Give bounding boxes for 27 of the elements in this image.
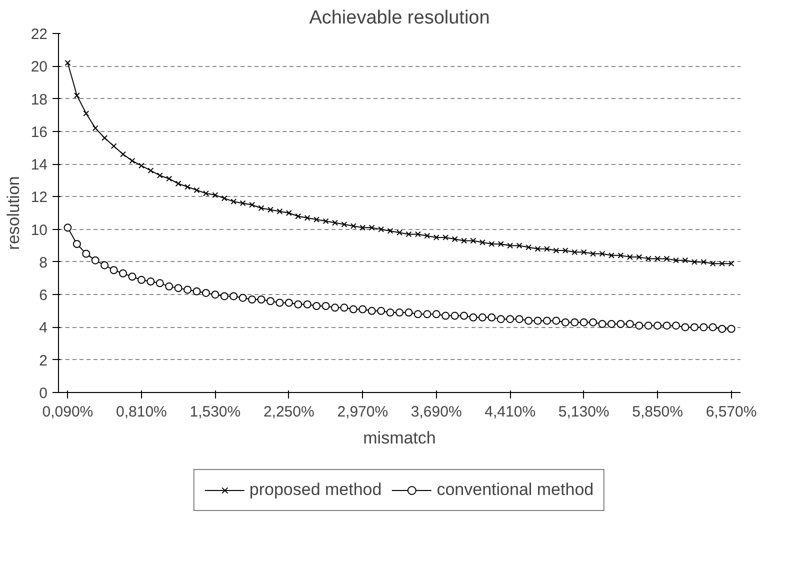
chart-title: Achievable resolution xyxy=(309,8,490,28)
y-tick-label: 22 xyxy=(30,26,48,43)
x-tick-label: 2,970% xyxy=(337,404,388,420)
y-tick-label: 14 xyxy=(30,156,48,174)
x-tick-label: 6,570% xyxy=(706,404,757,420)
x-tick-label: 5,850% xyxy=(632,404,683,420)
x-tick-label: 1,530% xyxy=(190,404,241,420)
y-tick-label: 16 xyxy=(30,124,48,141)
y-tick-label: 2 xyxy=(39,352,48,370)
y-axis-title: resolution xyxy=(4,176,23,250)
x-axis-title: mismatch xyxy=(363,428,436,448)
y-tick-label: 20 xyxy=(30,58,48,76)
y-tick-label: 8 xyxy=(39,254,48,272)
legend-label: proposed method xyxy=(249,480,382,500)
x-tick-label: 0,090% xyxy=(42,404,94,420)
y-tick-label: 12 xyxy=(30,189,48,206)
x-tick-label: 4,410% xyxy=(484,404,536,420)
y-tick-label: 4 xyxy=(39,320,48,337)
y-tick-label: 0 xyxy=(39,385,48,402)
y-tick-label: 6 xyxy=(39,287,48,304)
x-tick-label: 5,130% xyxy=(558,404,610,420)
x-tick-label: 2,250% xyxy=(263,404,314,420)
legend-label: conventional method xyxy=(436,480,594,500)
x-tick-label: 3,690% xyxy=(410,404,462,420)
x-tick-label: 0,810% xyxy=(116,404,167,420)
y-tick-label: 10 xyxy=(30,222,48,239)
y-tick-label: 18 xyxy=(30,91,48,108)
